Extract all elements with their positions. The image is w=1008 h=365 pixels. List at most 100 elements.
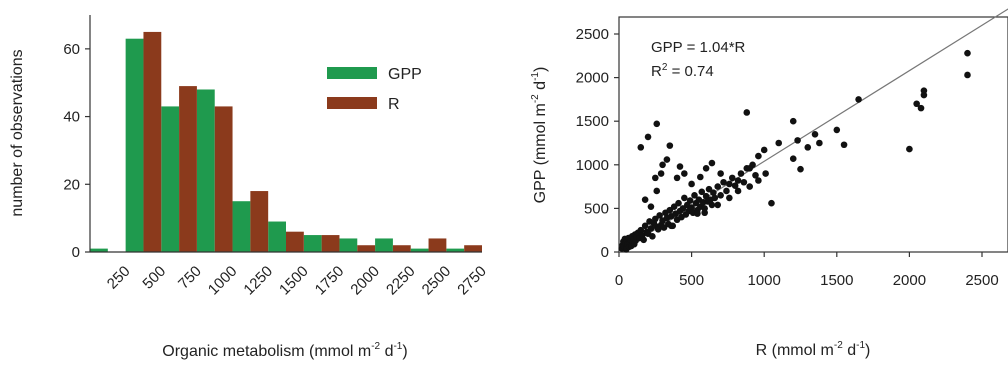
x-tick-label: 2000 — [347, 263, 383, 299]
scatter-point — [711, 194, 719, 202]
bar-gpp-625 — [161, 106, 180, 253]
scatter-point — [755, 177, 762, 184]
scatter-point — [746, 183, 753, 190]
scatter-point — [731, 182, 739, 190]
scatter-point — [714, 201, 722, 209]
scatter-point — [637, 226, 645, 234]
y-tick-label: 2000 — [576, 70, 609, 87]
bar-gpp-1625 — [303, 235, 322, 252]
scatter-point — [667, 222, 675, 230]
scatter-point — [644, 133, 652, 141]
legend-swatch-r — [327, 97, 377, 109]
scatter-point — [676, 163, 684, 170]
scatter-point — [681, 194, 688, 202]
scatter-point — [743, 109, 751, 116]
scatter-point — [789, 117, 797, 125]
scatter-point — [686, 197, 694, 204]
scatter-point — [688, 180, 695, 188]
y-tick-label: 40 — [63, 109, 80, 126]
scatter-point — [726, 194, 733, 202]
y-tick-label: 60 — [63, 41, 80, 58]
bar-gpp-1375 — [268, 221, 286, 252]
scatter-point — [647, 225, 655, 232]
scatter-point — [734, 187, 742, 195]
scatter-point — [855, 96, 862, 103]
scatter-point — [708, 159, 716, 167]
histogram-chart: 0 20 40 60 250 500 750 1000 1250 1500 1750 2000 225… — [9, 15, 490, 360]
scatter-point — [659, 161, 666, 169]
y-tick-label: 0 — [601, 244, 609, 261]
scatter-point — [760, 146, 768, 154]
x-tick-label: 250 — [104, 263, 134, 293]
scatter-point — [675, 199, 682, 207]
scatter-point — [789, 155, 797, 162]
x-tick-label: 1500 — [276, 263, 312, 299]
bar-gpp-2375 — [410, 248, 429, 252]
scatter-point — [691, 192, 698, 199]
scatter-point — [734, 177, 742, 184]
bar-gpp-375 — [125, 38, 144, 253]
scatter-point — [775, 139, 783, 147]
scatter-chart: 0 500 1000 1500 2000 2500 0 500 1000 1500 2000 250… — [530, 8, 1008, 359]
x-tick-label: 1500 — [820, 272, 853, 289]
x-tick-label: 1250 — [240, 263, 276, 299]
scatter-point — [746, 164, 753, 172]
scatter-point — [649, 233, 656, 240]
scatter-point — [714, 183, 722, 190]
y-tick-label: 500 — [584, 200, 609, 217]
scatter-point — [657, 170, 665, 177]
bar-gpp-125 — [90, 248, 108, 252]
histogram-x-label: Organic metabolism (mmol m-2 d-1) — [162, 341, 407, 360]
x-tick-label: 500 — [679, 272, 704, 289]
bar-r-1250 — [250, 191, 269, 252]
scatter-point — [720, 178, 727, 186]
histogram-x-ticks: 250 500 750 1000 1250 1500 1750 2000 2250 2500 275… — [104, 263, 490, 299]
scatter-point — [705, 198, 713, 205]
histogram-legend: GPP R — [327, 66, 422, 113]
scatter-point — [726, 180, 733, 188]
histogram-y-label: number of observations — [9, 49, 26, 216]
scatter-annotation-equation: GPP = 1.04*R — [651, 39, 746, 56]
scatter-point — [698, 188, 706, 196]
bar-r-1750 — [321, 235, 340, 252]
bar-gpp-2125 — [375, 238, 393, 252]
scatter-point — [768, 199, 775, 207]
scatter-point — [833, 126, 841, 134]
x-tick-label: 750 — [175, 263, 205, 293]
scatter-point — [673, 174, 681, 182]
scatter-point — [964, 71, 971, 79]
scatter-point — [640, 236, 647, 244]
scatter-point — [816, 139, 823, 147]
scatter-point — [656, 212, 663, 219]
scatter-frame — [618, 16, 1008, 253]
bar-r-2000 — [357, 245, 376, 252]
scatter-point — [740, 178, 748, 186]
histogram-bars — [90, 31, 482, 253]
y-tick-label: 20 — [63, 176, 80, 193]
y-tick-label: 1000 — [576, 157, 609, 174]
bar-gpp-875 — [196, 89, 215, 252]
scatter-point — [647, 203, 655, 210]
scatter-point — [755, 152, 762, 160]
scatter-x-ticks: 0 500 1000 1500 2000 2500 — [615, 252, 999, 289]
scatter-point — [913, 100, 920, 108]
scatter-point — [652, 174, 659, 182]
y-tick-label: 0 — [72, 244, 80, 261]
legend-label-r: R — [388, 96, 400, 113]
scatter-point — [752, 171, 759, 179]
scatter-point — [688, 204, 695, 211]
scatter-point — [964, 49, 971, 57]
x-tick-label: 2500 — [419, 263, 455, 299]
scatter-point — [762, 170, 769, 177]
x-tick-label: 2500 — [965, 272, 998, 289]
scatter-annotation-r2: R2 = 0.74 — [651, 62, 714, 80]
scatter-point — [804, 144, 812, 151]
scatter-point — [653, 120, 661, 128]
x-tick-label: 2000 — [893, 272, 926, 289]
bar-r-1500 — [286, 231, 304, 252]
x-tick-label: 0 — [615, 272, 623, 289]
y-tick-label: 2500 — [576, 26, 609, 43]
bar-r-2250 — [392, 245, 411, 252]
scatter-point — [641, 196, 649, 203]
